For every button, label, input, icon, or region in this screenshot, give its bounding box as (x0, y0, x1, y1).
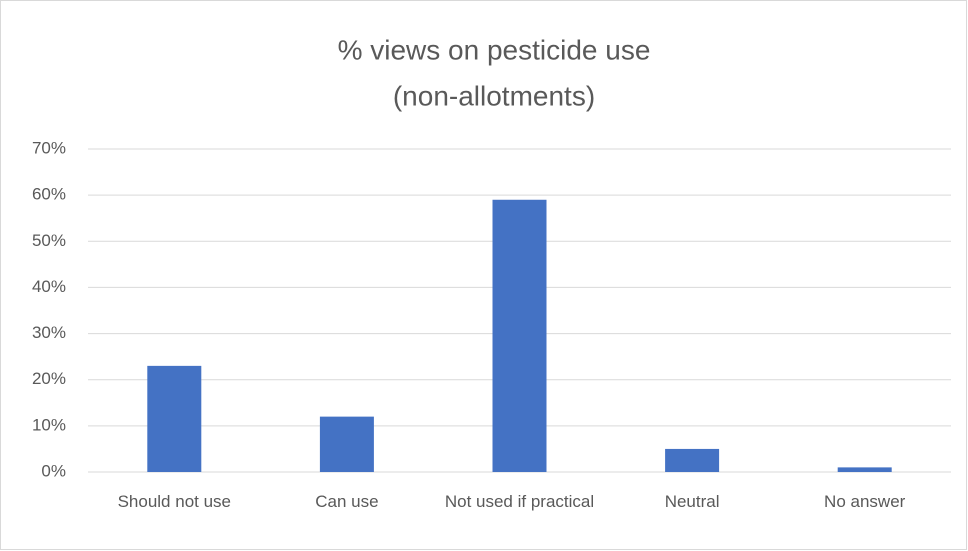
y-tick-label: 60% (32, 185, 66, 204)
bar (665, 448, 720, 472)
chart-title: % views on pesticide use (338, 34, 651, 65)
x-tick-label: Neutral (664, 492, 720, 511)
y-tick-label: 10% (32, 415, 66, 434)
x-tick-label: Can use (315, 492, 379, 511)
y-tick-label: 20% (32, 369, 66, 388)
bar (147, 365, 202, 472)
y-tick-label: 70% (32, 138, 66, 157)
x-tick-label: Should not use (117, 492, 231, 511)
x-tick-label: Not used if practical (444, 492, 595, 511)
bar (492, 199, 547, 472)
bar (319, 416, 374, 472)
bar (837, 467, 892, 472)
y-tick-label: 40% (32, 277, 66, 296)
y-tick-label: 30% (32, 323, 66, 342)
y-tick-label: 50% (32, 231, 66, 250)
chart-title: (non-allotments) (393, 80, 595, 111)
x-tick-label: No answer (824, 492, 906, 511)
y-tick-label: 0% (41, 461, 66, 480)
